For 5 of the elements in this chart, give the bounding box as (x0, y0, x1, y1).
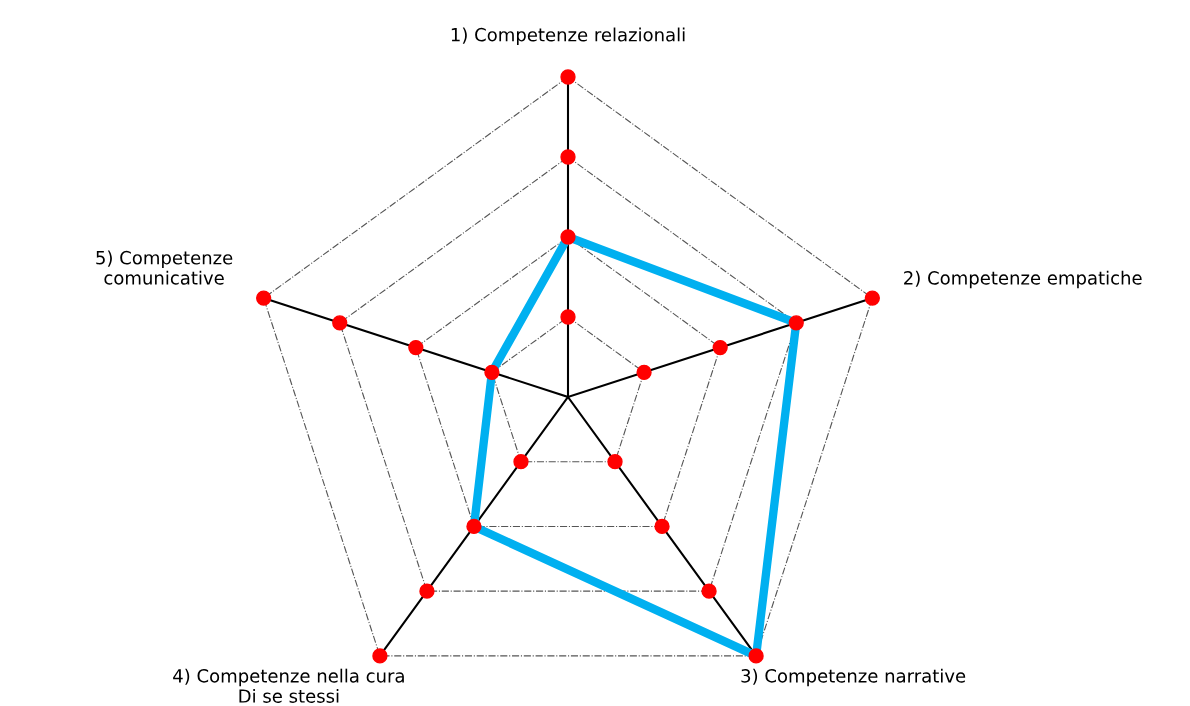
spoke-label: 2) Competenze empatiche (904, 270, 1142, 289)
spoke-label: 4) Competenze nella cura Di se stessi (173, 668, 404, 703)
spoke-label: 1) Competenze relazionali (451, 27, 685, 45)
spoke-label: 3) Competenze narrative (741, 668, 966, 687)
spoke-label: 5) Competenze comunicative (96, 250, 233, 285)
